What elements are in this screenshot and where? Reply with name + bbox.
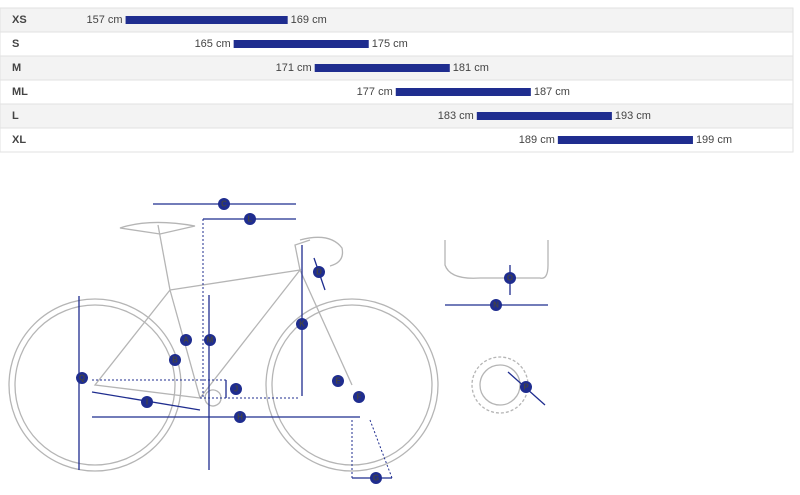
label-badge xyxy=(218,198,230,210)
label-letter: H xyxy=(237,413,243,422)
label-badge xyxy=(332,375,344,387)
range-bar xyxy=(476,112,612,120)
label-badge xyxy=(370,472,382,484)
low-label: 171 cm xyxy=(276,62,312,74)
label-letter: C xyxy=(221,200,227,209)
label-badge xyxy=(204,334,216,346)
range-bar xyxy=(125,16,288,24)
label-badge xyxy=(313,266,325,278)
label-letter: Q xyxy=(79,374,85,383)
row-bg xyxy=(0,31,794,57)
label-letter: O xyxy=(507,274,513,283)
range-bar xyxy=(557,136,693,144)
high-label: 199 cm xyxy=(696,134,732,146)
size-label: S xyxy=(12,38,19,50)
label-letter: B xyxy=(172,356,178,365)
label-letter: E xyxy=(335,377,341,386)
low-label: 189 cm xyxy=(519,134,555,146)
label-badge xyxy=(353,391,365,403)
high-label: 187 cm xyxy=(534,86,570,98)
label-letter: P xyxy=(523,383,529,392)
size-label: ML xyxy=(12,86,28,98)
label-letter: J xyxy=(234,385,238,394)
high-label: 175 cm xyxy=(372,38,408,50)
label-letter: L xyxy=(248,215,253,224)
chainring-inner xyxy=(479,364,521,406)
label-badge xyxy=(169,354,181,366)
dimension-labels: A B C D E F G H I J K L M N O P Q xyxy=(76,198,532,484)
size-label: L xyxy=(12,110,19,122)
high-label: 181 cm xyxy=(453,62,489,74)
range-bar xyxy=(233,40,369,48)
size-label: M xyxy=(12,62,21,74)
low-label: 157 cm xyxy=(87,14,123,26)
label-letter: K xyxy=(299,320,305,329)
bike-diagram xyxy=(8,203,549,479)
label-badge xyxy=(244,213,256,225)
rear-rim xyxy=(14,304,176,466)
high-label: 193 cm xyxy=(615,110,651,122)
label-badge xyxy=(490,299,502,311)
label-badge xyxy=(76,372,88,384)
label-badge xyxy=(520,381,532,393)
dimension-lines xyxy=(78,203,548,479)
range-bar xyxy=(314,64,450,72)
label-letter: F xyxy=(357,393,362,402)
label-letter: I xyxy=(146,398,148,407)
label-badge xyxy=(504,272,516,284)
label-letter: A xyxy=(183,336,189,345)
handlebar xyxy=(444,240,549,279)
label-letter: D xyxy=(316,268,322,277)
label-badge xyxy=(180,334,192,346)
saddle-bar xyxy=(119,221,344,267)
range-bar xyxy=(395,88,531,96)
low-label: 165 cm xyxy=(195,38,231,50)
front-wheel xyxy=(265,298,439,472)
guide-lines xyxy=(92,219,393,479)
label-letter: N xyxy=(493,301,499,310)
size-label: XL xyxy=(12,134,26,146)
label-letter: G xyxy=(373,474,379,483)
label-letter: M xyxy=(207,336,214,345)
label-badge xyxy=(230,383,242,395)
size-table: XS 157 cm 169 cm S 165 cm 175 cm M 171 cm 181 cm… xyxy=(0,7,794,153)
high-label: 169 cm xyxy=(291,14,327,26)
label-badge xyxy=(141,396,153,408)
label-badge xyxy=(296,318,308,330)
rear-wheel xyxy=(8,298,182,472)
size-label: XS xyxy=(12,14,27,26)
label-badge xyxy=(234,411,246,423)
row-bg xyxy=(0,103,794,129)
low-label: 177 cm xyxy=(357,86,393,98)
low-label: 183 cm xyxy=(438,110,474,122)
